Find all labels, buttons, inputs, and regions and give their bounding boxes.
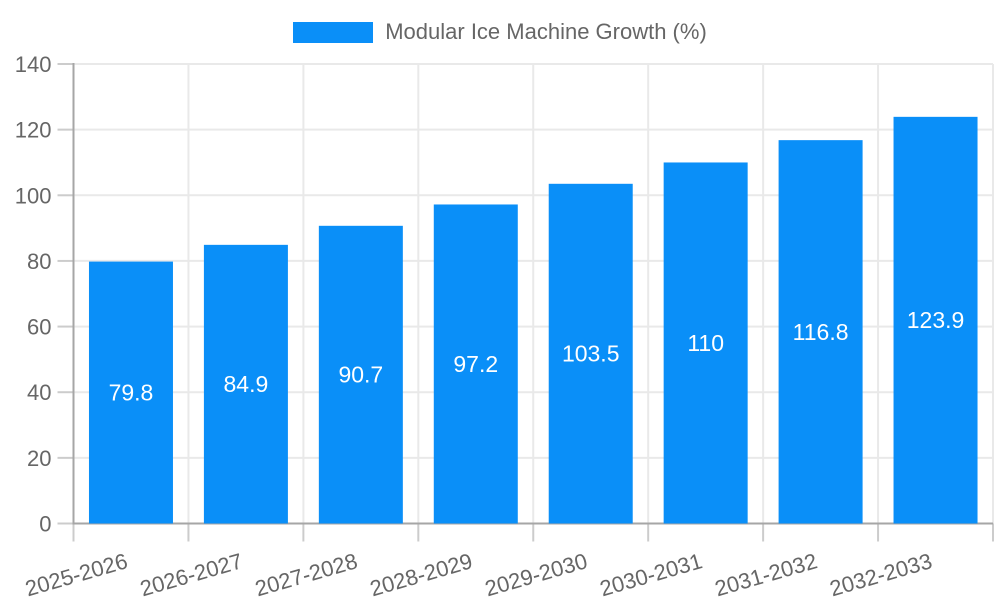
x-axis-label: 2028-2029 — [367, 548, 475, 600]
bar-2032-2033[interactable] — [893, 116, 978, 524]
x-axis-label: 2026-2027 — [137, 548, 245, 600]
x-axis-label: 2032-2033 — [827, 548, 935, 600]
bar-value-label: 90.7 — [338, 362, 383, 388]
y-axis-label: 100 — [15, 183, 52, 208]
y-axis-label: 80 — [27, 249, 51, 274]
bar-2025-2026[interactable] — [88, 261, 173, 524]
x-axis-label: 2031-2032 — [712, 548, 820, 600]
bar-2030-2031[interactable] — [663, 162, 748, 524]
bar-2029-2030[interactable] — [548, 183, 633, 524]
bar-2031-2032[interactable] — [778, 140, 863, 524]
x-axis-label: 2027-2028 — [252, 548, 360, 600]
legend-series-label: Modular Ice Machine Growth (%) — [385, 19, 707, 44]
y-axis-label: 60 — [27, 315, 51, 340]
bar-value-label: 116.8 — [793, 319, 849, 345]
x-axis-label: 2030-2031 — [597, 548, 705, 600]
y-axis-label: 0 — [39, 512, 51, 537]
bar-2028-2029[interactable] — [433, 204, 518, 524]
legend-color-marker — [293, 21, 374, 43]
y-axis-label: 120 — [15, 118, 52, 143]
bar-value-label: 97.2 — [453, 351, 498, 377]
y-axis-label: 40 — [27, 380, 51, 405]
bar-value-label: 103.5 — [562, 341, 620, 367]
bar-value-label: 79.8 — [109, 380, 154, 406]
bar-value-label: 84.9 — [224, 371, 269, 397]
chart-legend-item[interactable]: Modular Ice Machine Growth (%) — [0, 19, 1000, 45]
bar-value-label: 123.9 — [907, 307, 965, 333]
x-axis-label: 2025-2026 — [22, 548, 130, 600]
y-axis-label: 140 — [15, 52, 52, 77]
bar-value-label: 110 — [687, 330, 724, 356]
bar-2026-2027[interactable] — [203, 244, 288, 524]
x-axis-label: 2029-2030 — [482, 548, 590, 600]
bar-2027-2028[interactable] — [318, 225, 403, 524]
y-axis-label: 20 — [27, 446, 51, 471]
